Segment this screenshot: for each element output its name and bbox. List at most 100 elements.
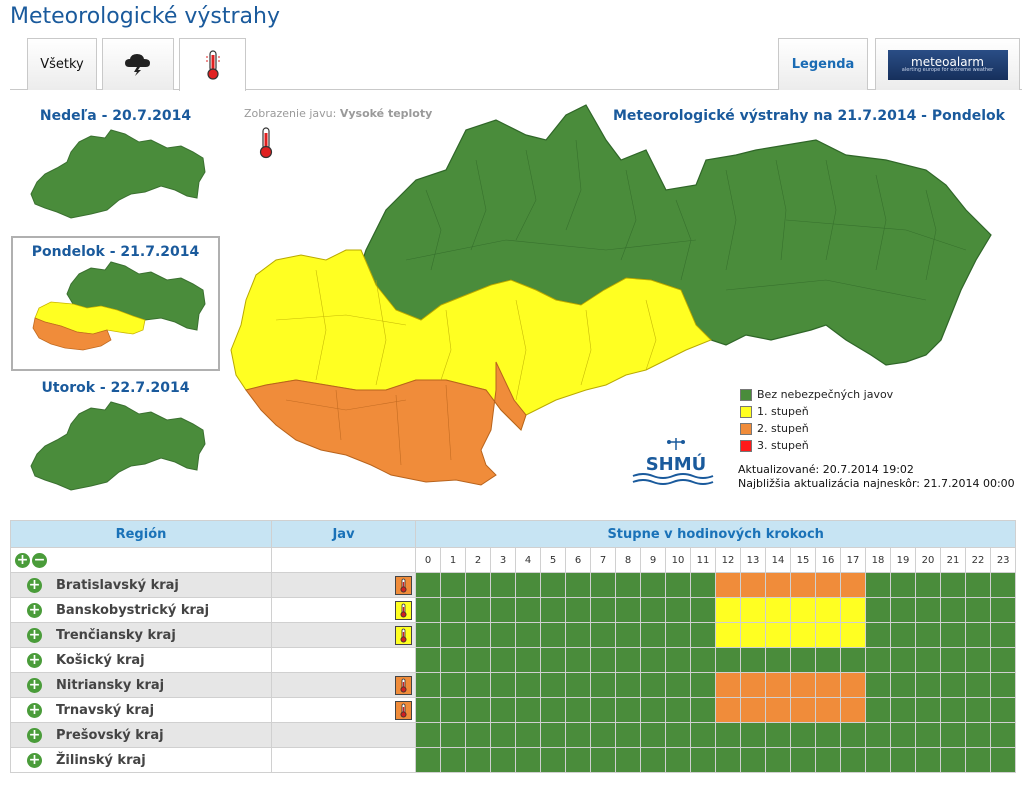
thermometer-warning-icon[interactable]: [395, 575, 412, 595]
table-row: + Bratislavský kraj: [10, 572, 1017, 598]
hour-cell: [590, 697, 616, 723]
hour-cell: [590, 622, 616, 648]
hour-cell: [989, 747, 1017, 773]
hour-label: 7: [590, 547, 616, 573]
page-title: Meteorologické výstrahy: [10, 4, 281, 29]
day-title: Utorok - 22.7.2014: [41, 380, 190, 396]
legend-swatch: [740, 405, 752, 418]
hour-cell: [515, 647, 541, 673]
hour-cell: [715, 622, 741, 648]
hour-cell: [640, 572, 666, 598]
hour-cell: [940, 647, 966, 673]
expand-region-button[interactable]: +: [27, 726, 42, 743]
hour-cell: [715, 722, 741, 748]
hour-cell: [465, 622, 491, 648]
phenomenon-display-label: Zobrazenie javu:: [244, 107, 337, 120]
expand-region-button[interactable]: +: [27, 651, 42, 668]
hour-cell: [690, 622, 716, 648]
tab-temperature[interactable]: [179, 38, 246, 91]
hour-cell: [815, 572, 841, 598]
hour-cell: [515, 672, 541, 698]
hour-cell: [540, 672, 566, 698]
hour-cell: [440, 597, 466, 623]
expand-region-button[interactable]: +: [27, 626, 42, 643]
hour-cell: [765, 622, 791, 648]
legend-label: 2. stupeň: [757, 422, 809, 435]
collapse-all-button[interactable]: −: [32, 551, 47, 568]
expand-region-button[interactable]: +: [27, 576, 42, 593]
phenomenon-cell: [271, 722, 416, 748]
hour-cell: [540, 697, 566, 723]
hour-cell: [890, 622, 916, 648]
hour-cell: [515, 747, 541, 773]
hour-cell: [540, 722, 566, 748]
day-map-monday: [32, 261, 206, 351]
legend-swatch: [740, 388, 752, 401]
hour-cell: [940, 597, 966, 623]
hour-cell: [740, 672, 766, 698]
thermometer-warning-icon[interactable]: [395, 700, 412, 720]
expand-all-button[interactable]: +: [15, 551, 30, 568]
hour-cell: [815, 647, 841, 673]
hour-cell: [965, 672, 991, 698]
hour-cell: [465, 672, 491, 698]
region-cell: + Prešovský kraj: [10, 722, 272, 748]
expand-region-button[interactable]: +: [27, 701, 42, 718]
hour-cell: [615, 697, 641, 723]
hour-cell: [590, 647, 616, 673]
hour-cell: [890, 747, 916, 773]
hour-cell: [540, 747, 566, 773]
hour-label: 15: [790, 547, 816, 573]
region-cell: + Žilinský kraj: [10, 747, 272, 773]
hour-cell: [740, 697, 766, 723]
hour-cell: [490, 747, 516, 773]
hour-cell: [915, 672, 941, 698]
hour-cell: [690, 572, 716, 598]
region-name: Košický kraj: [56, 652, 145, 668]
hour-cell: [715, 572, 741, 598]
table-row: + Trenčiansky kraj: [10, 622, 1017, 648]
hour-cell: [665, 672, 691, 698]
hour-cell: [490, 722, 516, 748]
hour-label: 18: [865, 547, 891, 573]
hour-cell: [565, 597, 591, 623]
thermometer-warning-icon[interactable]: [395, 675, 412, 695]
expand-region-button[interactable]: +: [27, 601, 42, 618]
hour-label: 2: [465, 547, 491, 573]
day-sunday[interactable]: Nedeľa - 20.7.2014: [11, 108, 220, 224]
hour-cell: [540, 572, 566, 598]
expand-region-button[interactable]: +: [27, 676, 42, 693]
hour-cell: [989, 722, 1017, 748]
hour-cell: [790, 672, 816, 698]
hour-cell: [540, 597, 566, 623]
hour-cell: [915, 647, 941, 673]
hour-cell: [765, 697, 791, 723]
hour-cell: [989, 572, 1017, 598]
column-header-phenomenon: Jav: [271, 520, 416, 548]
legend-item-level-1: 1. stupeň: [740, 403, 893, 420]
day-tuesday[interactable]: Utorok - 22.7.2014: [11, 380, 220, 496]
phenomenon-cell: [271, 597, 416, 623]
hour-cell: [440, 697, 466, 723]
hour-cell: [690, 747, 716, 773]
hour-label: 16: [815, 547, 841, 573]
tab-all[interactable]: Všetky: [27, 38, 97, 90]
hour-cell: [415, 597, 441, 623]
tab-legend[interactable]: Legenda: [778, 38, 868, 90]
hour-cell: [565, 647, 591, 673]
hour-cell: [840, 747, 866, 773]
thermometer-warning-icon[interactable]: [395, 600, 412, 620]
legend-label: Bez nebezpečných javov: [757, 388, 894, 401]
tab-storm[interactable]: [102, 38, 174, 90]
thermometer-warning-icon[interactable]: [395, 625, 412, 645]
hour-cell: [840, 597, 866, 623]
hour-cell: [715, 672, 741, 698]
expand-region-button[interactable]: +: [27, 751, 42, 768]
hour-cell: [415, 722, 441, 748]
hour-cell: [915, 747, 941, 773]
day-monday[interactable]: Pondelok - 21.7.2014: [11, 236, 220, 371]
hour-cell: [590, 747, 616, 773]
meteoalarm-link[interactable]: meteoalarm alerting europe for extreme w…: [875, 38, 1020, 90]
tab-bar: Všetky Legenda meteoalarm alerting europ…: [10, 38, 1022, 91]
hour-cell: [615, 572, 641, 598]
